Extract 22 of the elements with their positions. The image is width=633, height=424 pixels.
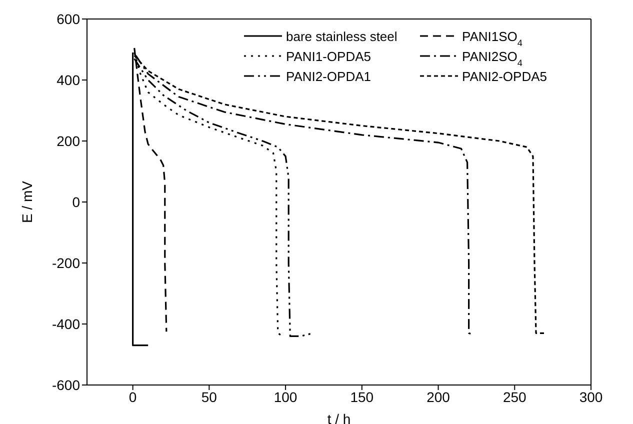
- legend-label: PANI1-OPDA5: [286, 49, 372, 64]
- legend-label: PANI2-OPDA5: [462, 69, 548, 84]
- x-tick-label: 150: [350, 388, 374, 405]
- y-tick-label: 200: [56, 132, 80, 149]
- legend-label: PANI2-OPDA1: [286, 69, 372, 84]
- y-tick-label: -200: [52, 254, 80, 271]
- y-tick-label: 400: [56, 72, 80, 88]
- y-axis-title: E / mV: [18, 180, 35, 224]
- y-tick-label: 600: [56, 10, 80, 27]
- legend-label: bare stainless steel: [286, 29, 398, 44]
- y-tick-label: -400: [52, 316, 80, 332]
- x-tick-label: 200: [426, 388, 450, 405]
- y-tick-label: -600: [52, 376, 80, 393]
- x-tick-label: 100: [274, 388, 298, 405]
- x-tick-label: 0: [128, 388, 137, 405]
- x-tick-label: 50: [201, 388, 218, 405]
- x-tick-label: 300: [579, 388, 603, 405]
- x-axis-title: t / h: [327, 411, 351, 424]
- y-tick-label: 0: [72, 194, 80, 210]
- legend-label: PANI2SO$_{4}$: [462, 49, 522, 68]
- legend-label: PANI1SO$_{4}$: [462, 29, 522, 48]
- x-tick-label: 250: [502, 388, 527, 405]
